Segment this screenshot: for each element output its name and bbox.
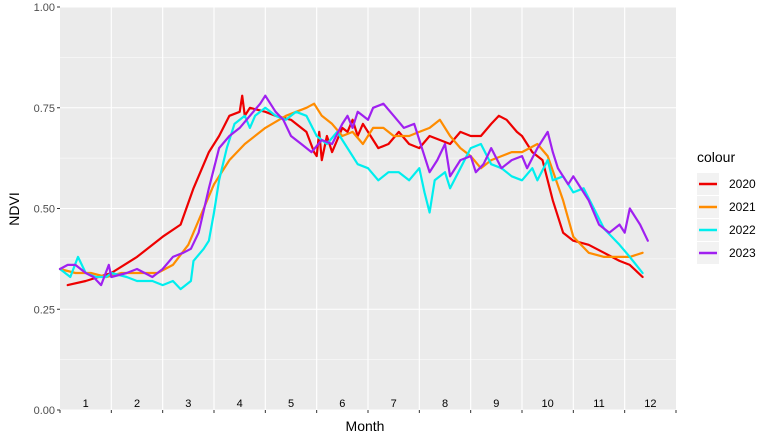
axes: 0.000.250.500.751.001 2 3 4 5 6 7 8 9 10 11 12 (34, 2, 677, 417)
legend: colour 2020 2021 2022 2023 (697, 149, 756, 264)
month-label: 7 (391, 398, 397, 410)
y-tick-label: 0.50 (34, 204, 55, 216)
legend-title: colour (697, 149, 735, 165)
month-label: 3 (185, 398, 191, 410)
y-tick-label: 0.25 (34, 304, 55, 316)
series-line-2022 (58, 106, 644, 291)
month-label: 5 (288, 398, 294, 410)
legend-label-2021: 2021 (729, 200, 756, 214)
y-tick-label: 0.75 (34, 103, 55, 115)
legend-label-2022: 2022 (729, 223, 756, 237)
month-label: 4 (237, 398, 243, 410)
legend-label-2020: 2020 (729, 177, 756, 191)
y-tick-label: 1.00 (34, 2, 55, 14)
series-line-2023 (58, 94, 649, 287)
series-lines (58, 94, 649, 291)
month-label: 12 (644, 398, 656, 410)
series-line-2020 (66, 94, 644, 287)
y-axis-title: NDVI (6, 192, 22, 225)
month-label: 2 (134, 398, 140, 410)
legend-label-2023: 2023 (729, 246, 756, 260)
month-label: 10 (542, 398, 554, 410)
month-label: 11 (593, 398, 604, 410)
legend-items: 2020 2021 2022 2023 (697, 173, 756, 264)
month-label: 1 (83, 398, 89, 410)
y-tick-label: 0.00 (34, 405, 55, 417)
month-label: 9 (493, 398, 499, 410)
grid-lines (60, 6, 676, 411)
month-label: 8 (442, 398, 448, 410)
month-label: 6 (339, 398, 345, 410)
x-axis-title: Month (346, 418, 385, 434)
